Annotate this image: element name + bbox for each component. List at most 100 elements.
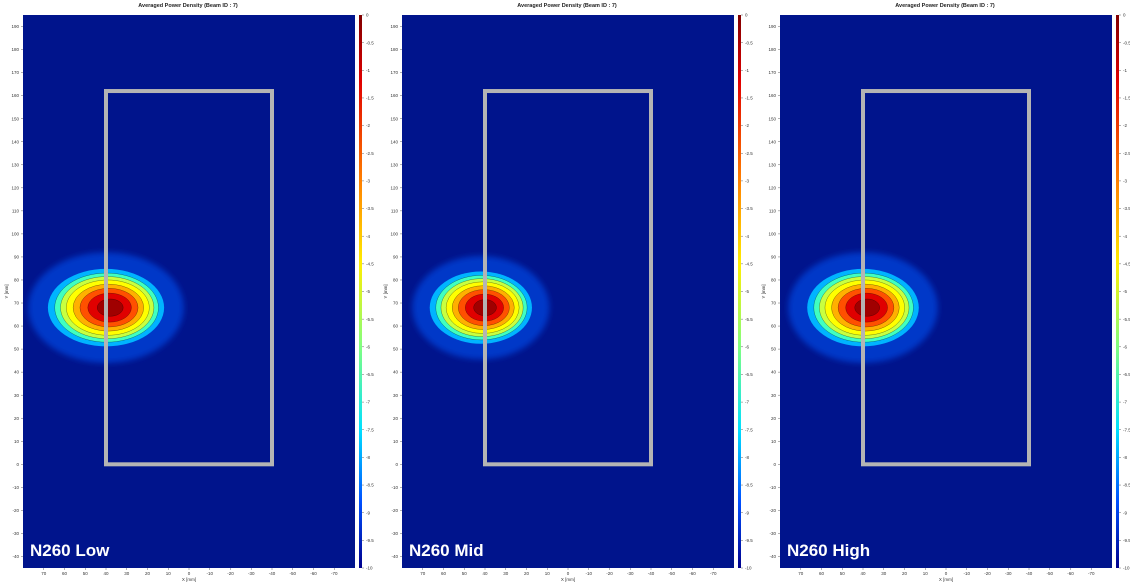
heatmap-svg-high: -40-30-20-100102030405060708090100110120… (761, 13, 1130, 582)
y-tick-label: 70 (393, 301, 399, 306)
x-tick-label: -10 (206, 571, 213, 576)
x-tick-label: -60 (689, 571, 696, 576)
colorbar-tick-label: -5 (366, 289, 370, 294)
y-tick-label: -10 (12, 485, 19, 490)
y-tick-label: -20 (391, 508, 398, 513)
y-tick-label: 120 (390, 185, 398, 190)
y-tick-label: -40 (391, 554, 398, 559)
y-tick-label: 0 (395, 462, 398, 467)
x-tick-label: 0 (945, 571, 948, 576)
y-tick-label: -10 (769, 485, 776, 490)
y-tick-label: 110 (12, 208, 20, 213)
x-tick-label: 20 (524, 571, 530, 576)
y-tick-label: 0 (16, 462, 19, 467)
y-tick-label: -20 (12, 508, 19, 513)
colorbar-tick-label: -2 (1123, 123, 1127, 128)
y-tick-label: 50 (393, 347, 399, 352)
colorbar-tick-label: -9 (745, 510, 749, 515)
heatmap-panel-mid: -40 -30 -20 -10 0 10 20 30 40 50 60 70 80 90 100 110 120… (379, 0, 755, 588)
y-tick-label: 140 (390, 139, 398, 144)
y-tick-label: 110 (391, 208, 399, 213)
x-tick-label: 60 (819, 571, 825, 576)
y-tick-label: 30 (14, 393, 20, 398)
x-tick-label: -60 (310, 571, 317, 576)
heatmap-panel-low: -40 -30 -20 -10 0 10 20 30 40 50 60 70 80 90 100 110 120… (0, 0, 376, 588)
x-tick-label: 70 (798, 571, 804, 576)
y-tick-label: 30 (393, 393, 399, 398)
y-tick-label: 10 (14, 439, 20, 444)
colorbar-tick-label: -2.5 (366, 151, 374, 156)
y-tick-label: 90 (393, 255, 399, 260)
y-tick-label: 60 (771, 324, 777, 329)
colorbar-tick-label: -1.5 (745, 96, 753, 101)
colorbar-tick-label: -1 (366, 68, 370, 73)
colorbar-tick-label: -6.5 (1123, 372, 1130, 377)
y-tick-label: 130 (11, 162, 19, 167)
x-tick-label: -10 (585, 571, 592, 576)
colorbar-gradient (359, 15, 362, 568)
colorbar-tick-label: -8 (1123, 455, 1127, 460)
x-tick-label: 0 (567, 571, 570, 576)
y-tick-label: 160 (11, 93, 19, 98)
y-axis-label: Y [mm] (383, 284, 388, 298)
x-tick-label: 30 (503, 571, 509, 576)
colorbar-tick-label: -4.5 (745, 261, 753, 266)
x-tick-label: 10 (923, 571, 929, 576)
x-tick-label: 30 (124, 571, 130, 576)
y-tick-label: 180 (768, 47, 776, 52)
colorbar-tick-label: -10 (745, 566, 752, 571)
y-tick-label: -10 (391, 485, 398, 490)
y-tick-label: 10 (771, 439, 777, 444)
colorbar-tick-label: -8.5 (1123, 483, 1130, 488)
x-tick-label: 50 (840, 571, 846, 576)
colorbar: 0 -0.5 -1 -1.5 -2 -2.5 -3 -3.5 -4 -4.5 -5 -5.5 -6 -6.… (359, 13, 374, 571)
x-tick-label: 50 (462, 571, 468, 576)
x-tick-label: -30 (627, 571, 634, 576)
y-tick-label: 170 (390, 70, 398, 75)
colorbar-tick-label: -2.5 (745, 151, 753, 156)
y-tick-label: -30 (769, 531, 776, 536)
y-tick-label: 0 (773, 462, 776, 467)
y-tick-label: 60 (393, 324, 399, 329)
y-tick-label: 180 (390, 47, 398, 52)
y-tick-label: 170 (11, 70, 19, 75)
y-tick-label: 190 (11, 24, 19, 29)
y-tick-label: 40 (771, 370, 777, 375)
colorbar-tick-label: -2 (366, 123, 370, 128)
x-axis: 70 60 50 40 30 20 10 0 -10 -20 -30 -40 -50 -60 -70 X [m… (798, 568, 1095, 582)
colorbar-gradient (1116, 15, 1119, 568)
y-tick-label: 100 (390, 231, 398, 236)
chart-title: Averaged Power Density (Beam ID : 7) (517, 3, 617, 9)
y-tick-label: 100 (768, 231, 776, 236)
x-tick-label: 40 (482, 571, 488, 576)
colorbar-tick-label: -1.5 (366, 96, 374, 101)
colorbar-tick-label: -1 (745, 68, 749, 73)
colorbar-tick-label: -6 (1123, 344, 1127, 349)
colorbar-tick-label: -10 (366, 566, 373, 571)
y-axis-label: Y [mm] (761, 284, 766, 298)
y-tick-label: 80 (771, 278, 777, 283)
colorbar-tick-label: 0 (366, 13, 369, 18)
band-label: N260 High (787, 541, 871, 560)
y-tick-label: 60 (14, 324, 20, 329)
y-tick-label: 110 (769, 208, 777, 213)
y-tick-label: 190 (390, 24, 398, 29)
y-tick-label: 80 (393, 278, 399, 283)
colorbar-tick-label: -0.5 (1123, 40, 1130, 45)
y-tick-label: 190 (768, 24, 776, 29)
x-tick-label: -30 (1005, 571, 1012, 576)
colorbar: 0 -0.5 -1 -1.5 -2 -2.5 -3 -3.5 -4 -4.5 -5 -5.5 -6 -6.… (1116, 13, 1130, 571)
y-tick-label: 120 (11, 185, 19, 190)
y-tick-label: 160 (768, 93, 776, 98)
x-axis-label: X [mm] (182, 577, 196, 582)
colorbar: 0 -0.5 -1 -1.5 -2 -2.5 -3 -3.5 -4 -4.5 -5 -5.5 -6 -6.… (738, 13, 753, 571)
y-tick-label: 150 (390, 116, 398, 121)
x-tick-label: -60 (1067, 571, 1074, 576)
colorbar-tick-label: -0.5 (366, 40, 374, 45)
colorbar-tick-label: -3.5 (745, 206, 753, 211)
device-outline (483, 89, 653, 467)
x-tick-label: 20 (902, 571, 908, 576)
x-tick-label: 10 (166, 571, 172, 576)
x-tick-label: 60 (62, 571, 68, 576)
